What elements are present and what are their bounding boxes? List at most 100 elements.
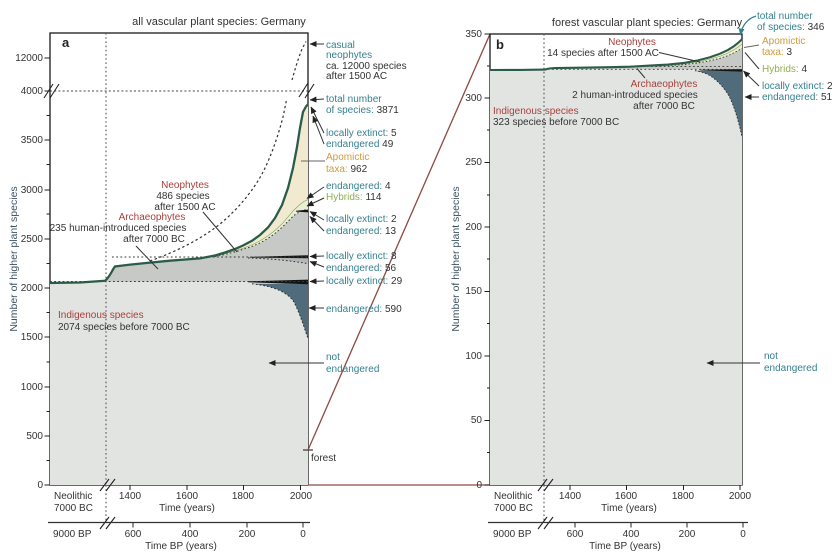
archaeophytes-label-b: Archaeophytes [630, 79, 698, 90]
forest-label: forest [311, 453, 337, 464]
casual-neophytes-line1: casual [326, 40, 355, 51]
xlabel-b: Time (years) [601, 503, 657, 514]
panel-b-letter: b [496, 37, 504, 52]
axis-break-marks-b [537, 478, 554, 530]
locally-extinct-5: locally extinct: 5 [326, 128, 397, 139]
endangered-49: endangered 49 [326, 139, 394, 150]
neophytes-label-a: Neophytes [161, 180, 209, 191]
total-species-line2-b: of species: 346 [757, 22, 825, 33]
endangered-indigenous-wedge-b [695, 70, 742, 137]
bp-tick-a: 600 [124, 529, 142, 540]
archaeophytes-count-a: 235 human-introduced species [49, 223, 187, 234]
locally-extinct-2-b: locally extinct: 2 [762, 81, 833, 92]
panel-b-plot [484, 15, 760, 530]
introduced-gray-area-a [105, 209, 308, 282]
endangered-590: endangered: 590 [326, 304, 402, 315]
ytick-b: 0 [476, 480, 482, 491]
bp-label-b: Time BP (years) [589, 541, 661, 552]
endangered-4: endangered: 4 [326, 181, 391, 192]
ytick-a: 0 [37, 480, 43, 491]
archaeophytes-note-b: after 7000 BC [633, 101, 695, 112]
x-ticks-a [129, 485, 301, 490]
bp-origin-b: 9000 BP [493, 529, 532, 540]
introduced-gray-area-b [548, 48, 742, 70]
bp-axis-a [48, 521, 310, 528]
ytick-b: 250 [465, 157, 482, 168]
apomictic-area-a [215, 104, 308, 256]
casual-neophytes-line2: neophytes [326, 50, 373, 61]
panel-a-ylabel: Number of higher plant species [8, 186, 20, 332]
endangered-indigenous-wedge-a [252, 283, 308, 339]
bp-tick-b: 400 [622, 529, 640, 540]
xtick-b: 1600 [614, 491, 638, 502]
x-origin-b-line1: Neolithic [494, 491, 533, 502]
indigenous-count-a: 2074 species before 7000 BC [58, 322, 190, 333]
zoom-connector-lines [307, 33, 491, 486]
y-ticks-a [44, 57, 50, 486]
locally-extinct-indigenous-band-b [700, 69, 742, 72]
bp-tick-a: 0 [300, 529, 306, 540]
ytick-b: 200 [465, 222, 482, 233]
neophyte-extinct-band [296, 209, 308, 213]
ytick-b: 300 [465, 93, 482, 104]
total-species-curve-b [489, 38, 743, 72]
bp-axis-b [488, 521, 748, 528]
not-endangered-b-line2: endangered [764, 363, 818, 374]
archaeophytes-count-b: 2 human-introduced species [572, 90, 698, 101]
indigenous-count-b: 323 species before 7000 BC [493, 117, 620, 128]
ytick-a: 2500 [20, 234, 43, 245]
ytick-a: 2000 [20, 283, 43, 294]
indigenous-area-b [490, 69, 742, 485]
ytick-a: 3500 [20, 135, 43, 146]
xtick-a: 1400 [118, 491, 142, 502]
archaeophytes-label-a: Archaeophytes [118, 212, 186, 223]
panel-a-plot [43, 32, 325, 530]
indigenous-label-b: Indigenous species [493, 106, 579, 117]
endangered-13: endangered: 13 [326, 226, 397, 237]
archaeophyte-endangered-band [248, 257, 308, 264]
bp-tick-a: 400 [181, 529, 199, 540]
x-origin-a-line1: Neolithic [54, 491, 93, 502]
y-ticks-b [484, 33, 490, 486]
bp-tick-b: 200 [678, 529, 696, 540]
apomictic-line1-a: Apomictic [326, 152, 370, 163]
not-endangered-a-line2: endangered [326, 364, 380, 375]
hybrids-4: Hybrids: 4 [762, 64, 808, 75]
total-species-line1-a: total number [326, 94, 382, 105]
xtick-a: 2000 [289, 491, 313, 502]
annotation-arrows-a [135, 41, 325, 366]
x-ticks-b [569, 485, 741, 490]
xtick-a: 1600 [175, 491, 199, 502]
indigenous-label-a: Indigenous species [58, 310, 144, 321]
archaeophytes-note-a: after 7000 BC [123, 234, 185, 245]
ytick-a: 500 [26, 431, 43, 442]
bp-origin-a: 9000 BP [53, 529, 92, 540]
casual-neophytes-line3: ca. 12000 species [326, 61, 407, 72]
not-endangered-a-line1: not [326, 352, 340, 363]
total-species-line2-a: of species: 3871 [326, 105, 399, 116]
ytick-a: 1000 [20, 382, 43, 393]
not-endangered-b-line1: not [764, 351, 778, 362]
x-origin-a-line2: 7000 BC [54, 503, 93, 514]
total-species-line1-b: total number [757, 11, 813, 22]
panel-b-ylabel: Number of higher plant species [450, 186, 462, 332]
indigenous-area-a [50, 281, 308, 485]
casual-neophytes-line4: after 1500 AC [326, 71, 388, 82]
ytick-b: 150 [465, 286, 482, 297]
bp-tick-a: 200 [238, 529, 256, 540]
xtick-a: 1800 [231, 491, 255, 502]
xtick-b: 1800 [671, 491, 695, 502]
xlabel-a: Time (years) [159, 503, 215, 514]
locally-extinct-2-a: locally extinct: 2 [326, 214, 397, 225]
apomictic-line2-a: taxa: 962 [326, 164, 368, 175]
ytick-a: 3000 [20, 185, 43, 196]
xtick-b: 2000 [728, 491, 752, 502]
neophytes-label-b: Neophytes [608, 37, 656, 48]
ytick-b: 100 [465, 351, 482, 362]
apomictic-line1-b: Apomictic [762, 36, 806, 47]
neophytes-note-a: after 1500 AC [154, 202, 216, 213]
bp-tick-b: 600 [566, 529, 584, 540]
endangered-51: endangered: 51 [762, 92, 833, 103]
